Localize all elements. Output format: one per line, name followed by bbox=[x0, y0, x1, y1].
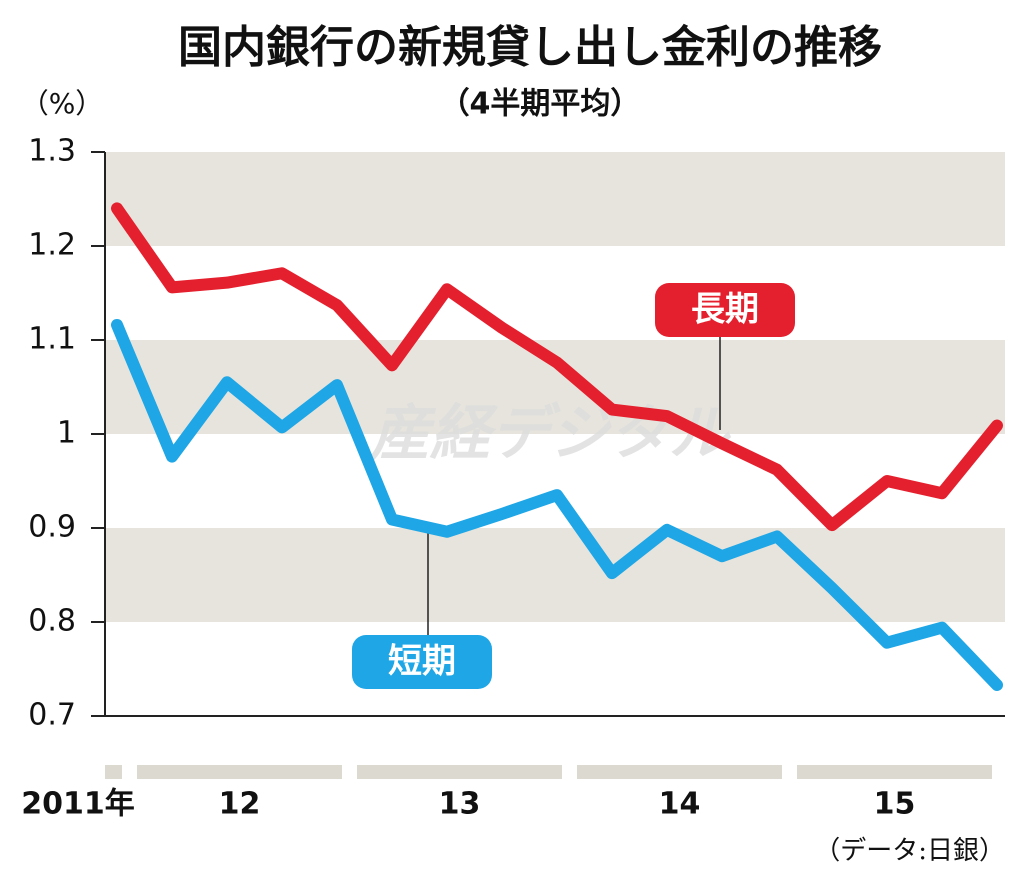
x-group-bar bbox=[137, 765, 342, 779]
grid-band bbox=[105, 152, 1005, 246]
legend-label: 短期 bbox=[388, 642, 456, 682]
watermark: 産経デジタル bbox=[369, 399, 732, 469]
y-tick-label: 0.8 bbox=[28, 604, 76, 639]
y-tick-label: 1 bbox=[57, 416, 76, 451]
source: （データ:日銀） bbox=[814, 836, 1005, 866]
x-tick-label: 2011年 bbox=[21, 787, 135, 822]
y-tick-label: 1.3 bbox=[28, 134, 76, 169]
y-tick-label: 1.1 bbox=[28, 322, 76, 357]
legend-box bbox=[352, 635, 492, 689]
series-line bbox=[111, 202, 1003, 532]
series-line bbox=[111, 318, 1003, 691]
y-axis-label: （%） bbox=[21, 87, 104, 120]
chart-subtitle: （4半期平均） bbox=[440, 87, 641, 122]
legend-label: 長期 bbox=[691, 290, 759, 330]
x-group-bar bbox=[577, 765, 782, 779]
y-tick-label: 0.7 bbox=[28, 698, 76, 733]
chart-title: 国内銀行の新規貸し出し金利の推移 bbox=[178, 22, 882, 73]
x-group-bar bbox=[105, 765, 122, 779]
x-group-bar bbox=[357, 765, 562, 779]
y-tick-label: 0.9 bbox=[28, 510, 76, 545]
y-tick-label: 1.2 bbox=[28, 228, 76, 263]
x-group-bar bbox=[797, 765, 992, 779]
grid-band bbox=[105, 528, 1005, 622]
x-tick-label: 13 bbox=[439, 787, 481, 822]
x-tick-label: 15 bbox=[874, 787, 916, 822]
x-tick-label: 14 bbox=[659, 787, 701, 822]
legend-box bbox=[655, 283, 795, 337]
x-tick-label: 12 bbox=[219, 787, 261, 822]
